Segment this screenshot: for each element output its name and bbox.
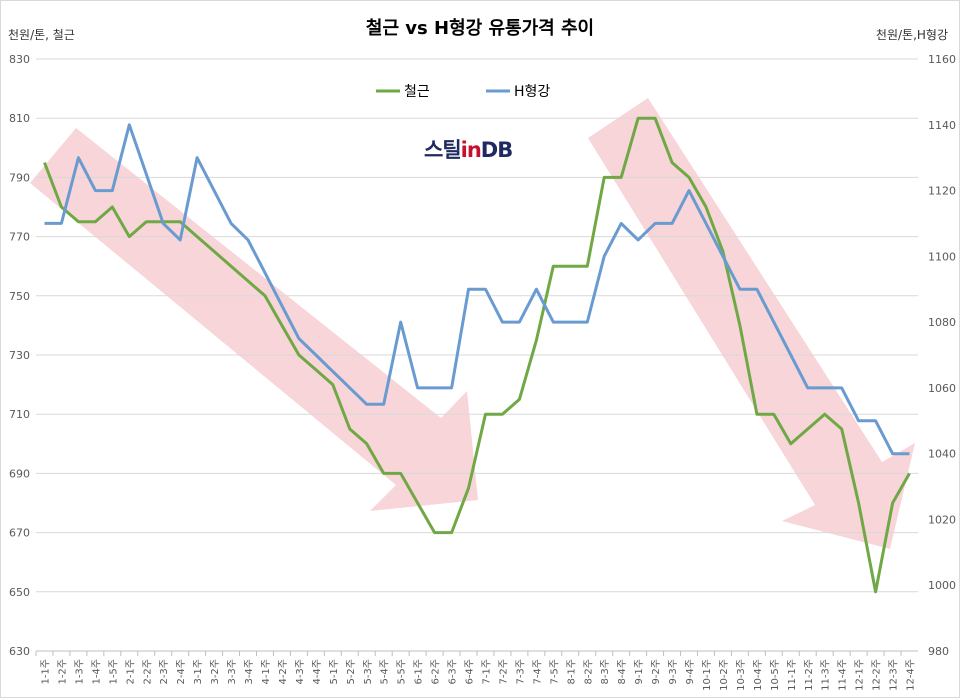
x-tick-label: 12-1주 xyxy=(855,659,866,691)
x-tick-label: 10-5주 xyxy=(770,659,781,691)
steelindb-logo: 스틸inDB xyxy=(424,134,513,164)
x-tick-label: 11-4주 xyxy=(838,659,849,691)
x-tick-label: 10-3주 xyxy=(736,659,747,691)
legend: 철근 H형강 xyxy=(376,84,550,100)
x-tick-label: 9-4주 xyxy=(685,659,696,685)
x-tick-label: 12-3주 xyxy=(889,659,900,691)
x-tick-label: 10-1주 xyxy=(702,659,713,691)
x-tick-label: 1-3주 xyxy=(74,659,85,685)
x-tick-label: 1-4주 xyxy=(91,659,102,685)
series-line-rebar xyxy=(43,116,911,594)
x-tick-label: 5-1주 xyxy=(329,659,340,685)
x-tick-label: 9-3주 xyxy=(668,659,679,685)
x-tick-label: 12-2주 xyxy=(872,659,883,691)
right-tick-label: 1060 xyxy=(928,382,956,395)
x-tick-label: 8-1주 xyxy=(566,659,577,685)
x-tick-label: 4-4주 xyxy=(312,659,323,685)
x-tick-label: 5-4주 xyxy=(380,659,391,685)
trend-arrow-2 xyxy=(588,98,915,549)
x-tick-label: 7-1주 xyxy=(481,659,492,685)
left-tick-label: 730 xyxy=(9,349,30,362)
x-tick-label: 12-4주 xyxy=(906,659,917,691)
left-tick-label: 630 xyxy=(9,645,30,658)
left-tick-label: 710 xyxy=(9,408,30,421)
x-tick-label: 10-2주 xyxy=(719,659,730,691)
x-tick-label: 5-2주 xyxy=(346,659,357,685)
chart-title: 철근 vs H형강 유통가격 추이 xyxy=(365,18,595,39)
logo-part-1: 스틸 xyxy=(424,138,462,162)
x-tick-label: 7-4주 xyxy=(532,659,543,685)
left-tick-label: 650 xyxy=(9,586,30,599)
logo-part-3: DB xyxy=(480,138,513,162)
x-tick-label: 1-1주 xyxy=(40,659,51,685)
left-tick-label: 830 xyxy=(9,53,30,66)
x-tick-label: 8-2주 xyxy=(583,659,594,685)
x-tick-label: 11-1주 xyxy=(787,659,798,691)
trend-arrows xyxy=(30,98,915,549)
x-tick-label: 3-2주 xyxy=(210,659,221,685)
x-tick-label: 3-4주 xyxy=(244,659,255,685)
x-tick-label: 1-5주 xyxy=(108,659,119,685)
left-axis-ticks: 630 650 670 690 710 730 750 770 790 810 830 xyxy=(9,53,30,658)
x-tick-label: 3-3주 xyxy=(227,659,238,685)
x-tick-label: 6-2주 xyxy=(431,659,442,685)
x-tick-label: 2-4주 xyxy=(176,659,187,685)
x-tick-label: 4-3주 xyxy=(295,659,306,685)
x-tick-label: 5-3주 xyxy=(363,659,374,685)
left-tick-label: 790 xyxy=(9,171,30,184)
left-tick-label: 670 xyxy=(9,527,30,540)
right-tick-label: 1120 xyxy=(928,185,956,198)
legend-label-hbeam: H형강 xyxy=(514,84,550,100)
x-tick-label: 7-3주 xyxy=(515,659,526,685)
x-tick-label: 8-3주 xyxy=(600,659,611,685)
x-tick-label: 4-1주 xyxy=(261,659,272,685)
x-tick-label: 11-2주 xyxy=(804,659,815,691)
left-tick-label: 690 xyxy=(9,467,30,480)
x-tick-label: 2-1주 xyxy=(125,659,136,685)
x-tick-label: 6-3주 xyxy=(448,659,459,685)
right-tick-label: 1020 xyxy=(928,513,956,526)
x-tick-label: 1-2주 xyxy=(57,659,68,685)
series-lines xyxy=(43,116,911,594)
right-tick-label: 1000 xyxy=(928,579,956,592)
left-axis-label: 천원/톤, 철근 xyxy=(8,28,75,42)
x-tick-label: 5-5주 xyxy=(397,659,408,685)
right-tick-label: 1040 xyxy=(928,448,956,461)
legend-label-rebar: 철근 xyxy=(404,84,430,100)
x-axis-ticks: 1-1주 1-2주 1-3주 1-4주 1-5주 2-1주 2-2주 2-3주 2-4주 3-1주… xyxy=(35,651,917,691)
x-tick-label: 6-4주 xyxy=(465,659,476,685)
right-tick-label: 980 xyxy=(928,645,949,658)
x-tick-label: 7-5주 xyxy=(549,659,560,685)
trend-arrow-1 xyxy=(30,128,478,511)
left-tick-label: 770 xyxy=(9,231,30,244)
x-tick-label: 2-2주 xyxy=(142,659,153,685)
right-tick-label: 1100 xyxy=(928,250,956,263)
x-tick-label: 6-1주 xyxy=(414,659,425,685)
x-tick-label: 11-3주 xyxy=(821,659,832,691)
x-tick-label: 4-2주 xyxy=(278,659,289,685)
x-tick-label: 2-3주 xyxy=(159,659,170,685)
right-axis-label: 천원/톤,H형강 xyxy=(875,28,948,42)
left-tick-label: 810 xyxy=(9,112,30,125)
x-tick-label: 9-1주 xyxy=(634,659,645,685)
x-tick-label: 3-1주 xyxy=(193,659,204,685)
right-tick-label: 1160 xyxy=(928,53,956,66)
series-line-hbeam xyxy=(44,123,910,456)
x-tick-label: 8-4주 xyxy=(617,659,628,685)
x-tick-label: 7-2주 xyxy=(498,659,509,685)
right-tick-label: 1080 xyxy=(928,316,956,329)
right-tick-label: 1140 xyxy=(928,119,956,132)
x-tick-label: 9-2주 xyxy=(651,659,662,685)
x-tick-label: 10-4주 xyxy=(753,659,764,691)
right-axis-ticks: 980 1000 1020 1040 1060 1080 1100 1120 1140 1160 xyxy=(928,53,956,658)
logo-part-2: in xyxy=(460,138,482,162)
left-tick-label: 750 xyxy=(9,290,30,303)
